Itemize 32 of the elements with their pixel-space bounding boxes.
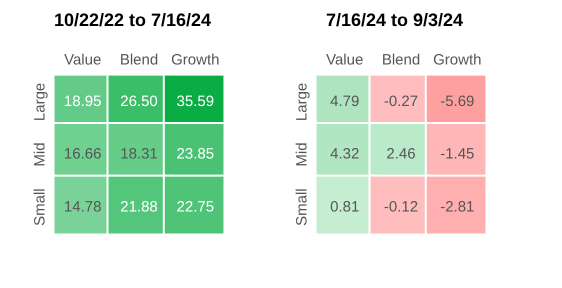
chart-title: 10/22/22 to 7/16/24 (54, 10, 212, 30)
y-tick-label: Mid (32, 142, 49, 167)
x-tick-label: Growth (171, 52, 220, 69)
data-label: -0.12 (384, 198, 418, 216)
y-tick-label: Large (294, 82, 311, 122)
x-tick-label: Growth (433, 52, 482, 69)
data-label: 21.88 (120, 198, 158, 216)
x-tick-label: Value (326, 52, 364, 69)
data-label: 14.78 (64, 198, 102, 216)
data-label: 4.32 (330, 146, 360, 163)
data-label: 16.66 (64, 146, 102, 163)
data-label: 0.81 (330, 198, 360, 216)
data-label: -2.81 (440, 198, 474, 216)
data-label: 35.59 (176, 93, 214, 110)
data-label: -1.45 (440, 146, 474, 163)
data-label: 23.85 (176, 146, 214, 163)
data-label: 18.95 (64, 93, 102, 110)
data-label: -5.69 (440, 93, 474, 110)
y-tick-label: Small (32, 188, 49, 226)
data-label: 22.75 (176, 198, 214, 216)
y-tick-label: Small (294, 188, 311, 226)
data-label: 18.31 (120, 146, 158, 163)
x-tick-label: Blend (382, 52, 420, 69)
y-tick-label: Large (32, 82, 49, 122)
data-label: 2.46 (386, 146, 416, 163)
y-tick-label: Mid (294, 142, 311, 167)
x-tick-label: Blend (120, 52, 158, 69)
chart-title: 7/16/24 to 9/3/24 (326, 10, 464, 30)
data-label: 26.50 (120, 93, 158, 110)
data-label: -0.27 (384, 93, 418, 110)
data-label: 4.79 (330, 93, 360, 110)
x-tick-label: Value (64, 52, 102, 69)
